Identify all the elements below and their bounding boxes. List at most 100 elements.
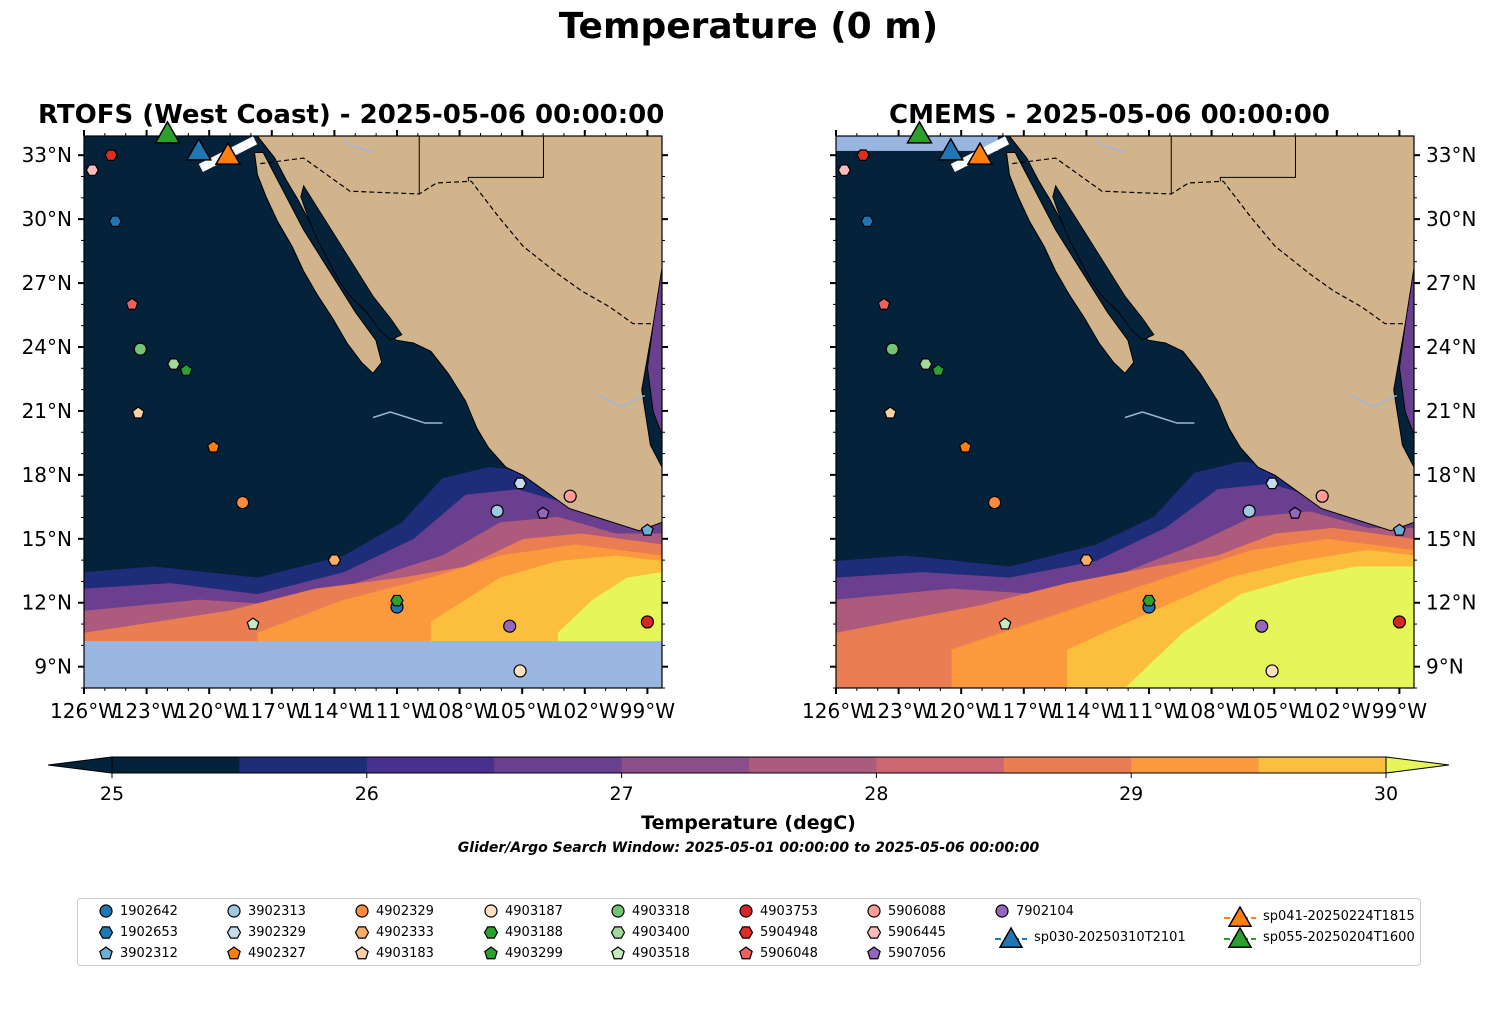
argo-float-3902312 — [640, 523, 654, 536]
argo-float-4902327 — [206, 440, 220, 453]
sst-band-7 — [1125, 566, 1414, 688]
argo-float-5906088 — [1315, 489, 1329, 503]
legend-marker-icon — [1224, 905, 1256, 927]
state-border — [1219, 136, 1297, 182]
legend-label: 1902642 — [120, 903, 178, 919]
argo-float-4903299 — [179, 363, 193, 376]
map-frame — [835, 135, 1415, 689]
lon-tick-label: 111°W — [363, 699, 431, 723]
gulf-of-mexico — [647, 268, 662, 435]
colorbar-frame — [111, 756, 1387, 774]
legend-marker-icon — [867, 946, 881, 960]
legend-marker-icon — [611, 946, 625, 960]
legend-entry-4903400: 4903400 — [610, 924, 690, 940]
legend-marker-icon — [227, 946, 241, 960]
legend-marker-icon — [355, 946, 369, 960]
legend-entry-5906088: 5906088 — [866, 903, 946, 919]
legend-entry-4903518: 4903518 — [610, 945, 690, 961]
argo-float-3902329 — [1265, 477, 1279, 490]
argo-float-4903400 — [167, 358, 181, 370]
legend-marker-icon — [739, 946, 753, 960]
glider-sp041-20250224T1815 — [214, 141, 242, 165]
legend-marker-icon — [610, 926, 626, 939]
argo-float-5907056 — [536, 506, 550, 519]
legend-entry-4903183: 4903183 — [354, 945, 434, 961]
legend-label: 4903318 — [632, 903, 690, 919]
lon-tick-label: 114°W — [1052, 699, 1120, 723]
legend-label: 4902329 — [376, 903, 434, 919]
legend-label: 4903400 — [632, 924, 690, 940]
legend-entry-5906445: 5906445 — [866, 924, 946, 940]
argo-float-4903188 — [390, 594, 404, 607]
lat-tick-label: 33°N — [22, 143, 72, 167]
legend-label: 5904948 — [760, 924, 818, 940]
lon-tick-label: 111°W — [1115, 699, 1183, 723]
lat-tick-label: 27°N — [1426, 271, 1476, 295]
map-panel-rtofs: 126°W123°W120°W117°W114°W111°W108°W105°W… — [22, 120, 675, 723]
glider-sp030-20250310T2101 — [937, 137, 965, 161]
river — [1124, 411, 1195, 424]
legend-entry-sp030-20250310T2101: sp030-20250310T2101 — [994, 924, 1186, 950]
legend-marker-icon — [1224, 926, 1256, 948]
lon-tick-label: 105°W — [488, 699, 556, 723]
argo-float-4902333 — [1079, 554, 1094, 566]
colorbar-segment — [494, 757, 623, 773]
glider-sp055-20250204T1600 — [906, 120, 933, 144]
nodata-strip — [84, 641, 662, 688]
lat-tick-label: 33°N — [1426, 143, 1476, 167]
argo-float-4903400 — [919, 358, 933, 370]
argo-float-1902653 — [860, 215, 874, 228]
legend-entry-sp055-20250204T1600: sp055-20250204T1600 — [1223, 924, 1415, 950]
lat-tick-label: 24°N — [1426, 335, 1476, 359]
legend-entry-5904948: 5904948 — [738, 924, 818, 940]
legend-marker-icon — [995, 904, 1009, 918]
legend-entry-5907056: 5907056 — [866, 945, 946, 961]
colorbar-segment — [366, 757, 495, 773]
argo-float-4903183 — [131, 406, 145, 419]
argo-float-4903188 — [1142, 594, 1156, 607]
lon-tick-label: 108°W — [1178, 699, 1246, 723]
legend-label: sp055-20250204T1600 — [1263, 929, 1415, 945]
legend-marker-icon — [739, 904, 753, 918]
legend-label: 4903753 — [760, 903, 818, 919]
lon-tick-label: 99°W — [1372, 699, 1427, 723]
lon-tick-label: 123°W — [113, 699, 181, 723]
argo-float-5906445 — [837, 164, 852, 176]
argo-float-5904948 — [104, 149, 118, 161]
lon-tick-label: 117°W — [238, 699, 306, 723]
panel-title-rtofs: RTOFS (West Coast) - 2025-05-06 00:00:00 — [38, 100, 665, 130]
lon-tick-label: 120°W — [175, 699, 243, 723]
legend-marker-icon — [483, 926, 499, 939]
lat-tick-label: 15°N — [22, 527, 72, 551]
argo-float-4903753 — [1392, 615, 1406, 629]
glider-sp030-20250310T2101 — [185, 137, 213, 161]
lon-tick-label: 126°W — [802, 699, 870, 723]
legend-marker-icon — [354, 926, 370, 939]
lon-tick-label: 102°W — [1303, 699, 1371, 723]
colorbar-tick-label: 30 — [1374, 783, 1398, 805]
argo-float-4903753 — [640, 615, 654, 629]
argo-float-4903518 — [998, 617, 1012, 630]
argo-float-1902653 — [108, 215, 122, 228]
lon-tick-label: 108°W — [426, 699, 494, 723]
river — [1095, 140, 1126, 154]
argo-float-4903318 — [885, 342, 899, 356]
argo-float-3902313 — [490, 504, 504, 518]
colorbar-tick-label: 25 — [100, 783, 124, 805]
legend-label: 4903187 — [505, 903, 563, 919]
legend-label: 5907056 — [888, 945, 946, 961]
river — [372, 411, 443, 424]
legend-label: sp041-20250224T1815 — [1263, 908, 1415, 924]
land-baja-california — [253, 152, 383, 375]
lat-tick-label: 30°N — [1426, 207, 1476, 231]
colorbar-under-arrow — [47, 756, 113, 774]
legend-entry-4903299: 4903299 — [483, 945, 563, 961]
argo-float-7902104 — [1255, 619, 1269, 633]
lat-tick-label: 18°N — [22, 463, 72, 487]
argo-float-5906445 — [85, 164, 100, 176]
colorbar-segment — [1258, 757, 1387, 773]
argo-float-4903299 — [931, 363, 945, 376]
lon-tick-label: 114°W — [300, 699, 368, 723]
colorbar: 25 26 27 28 29 30 — [47, 756, 1450, 805]
map-frame — [83, 135, 663, 689]
